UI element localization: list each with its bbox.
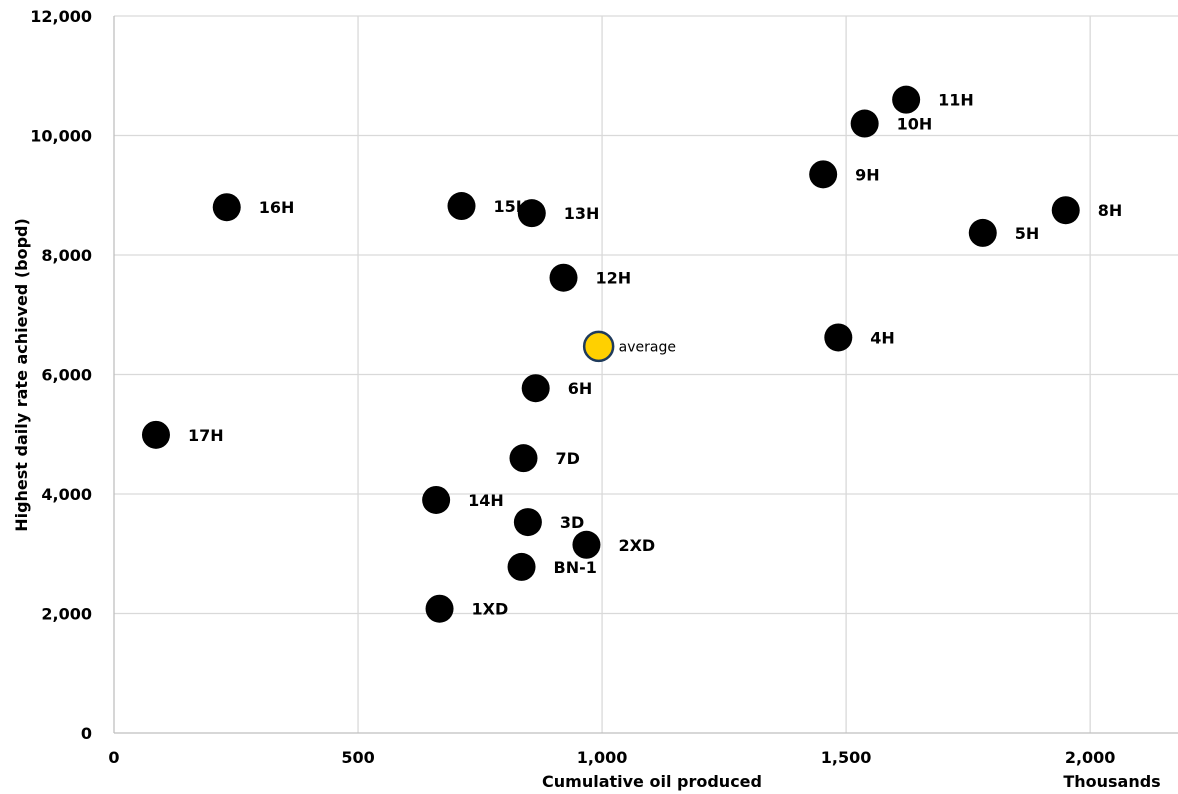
y-tick-label: 10,000	[30, 127, 92, 146]
y-tick-label: 4,000	[41, 485, 92, 504]
x-axis-title: Cumulative oil produced	[542, 772, 762, 791]
y-tick-label: 12,000	[30, 7, 92, 26]
data-point	[968, 218, 997, 247]
data-point	[513, 508, 542, 537]
data-label: 12H	[596, 269, 632, 288]
data-label: 6H	[568, 379, 593, 398]
x-tick-label: 1,000	[577, 748, 628, 767]
data-point	[447, 192, 476, 221]
data-point	[809, 160, 838, 189]
data-point	[549, 263, 578, 292]
x-tick-label: 500	[341, 748, 374, 767]
x-axis-units-label: Thousands	[1063, 772, 1160, 791]
y-tick-label: 2,000	[41, 605, 92, 624]
x-tick-label: 0	[108, 748, 119, 767]
data-label: 4H	[870, 328, 895, 347]
data-points	[141, 85, 1080, 623]
data-label: 9H	[855, 165, 880, 184]
data-label: 15H	[494, 197, 530, 216]
average-point	[582, 330, 615, 363]
data-point	[507, 552, 536, 581]
tick-labels: 0 2,000 4,000 6,000 8,000 10,000 12,000 0 500 1,0…	[30, 7, 1115, 767]
data-point	[572, 530, 601, 559]
data-label: 3D	[560, 513, 584, 532]
data-label: 17H	[188, 426, 224, 445]
gridlines	[114, 15, 1178, 733]
y-axis-title: Highest daily rate achieved (bopd)	[12, 218, 31, 532]
y-tick-label: 0	[81, 724, 92, 743]
data-label: 8H	[1098, 201, 1123, 220]
data-label: 7D	[555, 449, 579, 468]
data-label: 10H	[897, 115, 933, 134]
y-tick-label: 6,000	[41, 366, 92, 385]
data-label: 5H	[1015, 224, 1040, 243]
data-point	[850, 109, 879, 138]
data-point	[212, 193, 241, 222]
y-tick-label: 8,000	[41, 246, 92, 265]
data-point	[509, 444, 538, 473]
data-point	[521, 374, 550, 403]
axes	[113, 16, 1178, 734]
data-point	[892, 85, 921, 114]
x-tick-label: 1,500	[821, 748, 872, 767]
data-label: 2XD	[618, 536, 655, 555]
data-label: BN-1	[554, 558, 597, 577]
point-labels: 11H 10H 9H 8H 5H 16H 15H 13H 12H 4H 6H 17H 7D 14H 3D 2X…	[188, 91, 1122, 619]
x-tick-label: 2,000	[1065, 748, 1116, 767]
data-point	[141, 420, 170, 449]
data-point	[517, 199, 546, 228]
average-label: average	[619, 339, 676, 355]
data-point	[824, 323, 853, 352]
data-label: 14H	[468, 491, 504, 510]
data-label: 13H	[564, 204, 600, 223]
data-point	[425, 594, 454, 623]
data-point	[1051, 196, 1080, 225]
data-label: 1XD	[472, 600, 509, 619]
data-label: 11H	[938, 91, 974, 110]
data-point	[422, 485, 451, 514]
data-label: 16H	[259, 198, 295, 217]
